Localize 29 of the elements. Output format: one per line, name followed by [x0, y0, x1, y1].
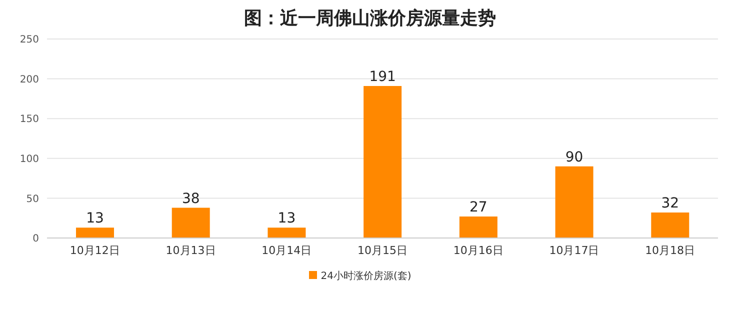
data-label: 38 [182, 190, 200, 207]
x-tick-label: 10月15日 [358, 244, 408, 257]
x-tick-label: 10月12日 [70, 244, 120, 257]
y-tick-label: 50 [26, 194, 39, 205]
bar [268, 228, 306, 238]
data-label: 191 [369, 68, 396, 85]
data-label: 13 [86, 210, 104, 227]
y-tick-label: 150 [20, 114, 39, 126]
x-tick-label: 10月16日 [453, 244, 504, 257]
bar [76, 228, 114, 238]
data-label: 32 [661, 196, 680, 212]
x-tick-label: 10月17日 [549, 244, 600, 257]
y-tick-label: 100 [20, 154, 39, 165]
bar [555, 166, 594, 238]
legend-label: 24小时涨价房源(套) [320, 271, 412, 282]
data-label: 13 [278, 210, 296, 227]
x-tick-label: 10月18日 [645, 244, 696, 257]
y-tick-label: 200 [20, 74, 39, 86]
y-tick-label: 0 [32, 234, 39, 245]
x-tick-label: 10月14日 [262, 244, 312, 257]
bar [651, 212, 690, 238]
bar [172, 208, 210, 238]
data-label: 27 [470, 200, 488, 216]
bar [364, 86, 402, 238]
chart-title: 图：近一周佛山涨价房源量走势 [243, 8, 497, 31]
bar [459, 216, 498, 238]
x-tick-label: 10月13日 [166, 244, 216, 257]
y-tick-label: 250 [20, 34, 39, 46]
data-label: 90 [565, 149, 584, 166]
